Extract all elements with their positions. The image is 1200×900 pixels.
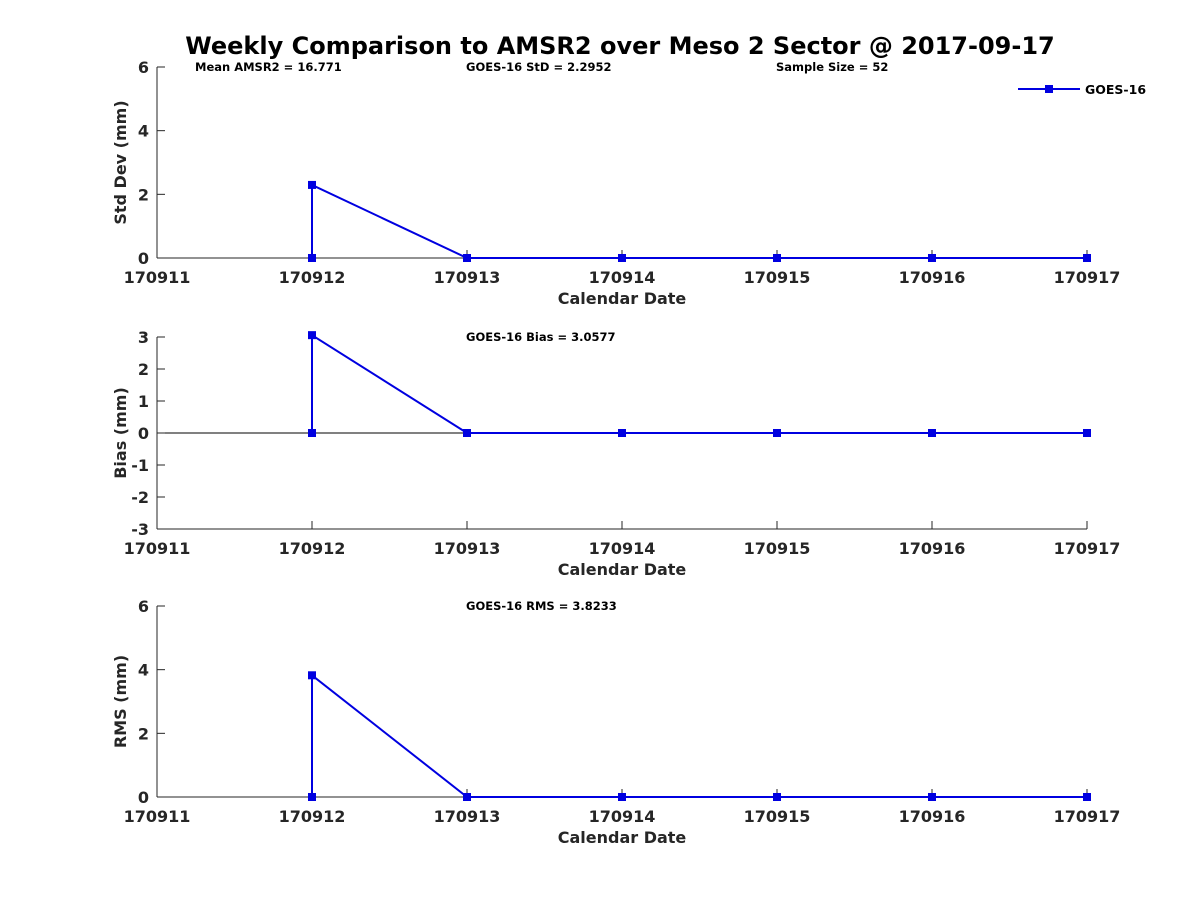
std-dev-panel: 0 2 4 6 170911 170912 170913 170914 170915 170916…: [111, 58, 1146, 308]
x-tick-label: 170911: [124, 807, 191, 826]
x-tick-label: 170911: [124, 539, 191, 558]
data-point: [928, 429, 936, 437]
x-tick-label: 170917: [1054, 268, 1121, 287]
y-tick-label: 0: [138, 424, 149, 443]
data-point: [928, 254, 936, 262]
y-axis-label: RMS (mm): [111, 655, 130, 748]
y-tick-label: 6: [138, 597, 149, 616]
x-tick-label: 170915: [744, 807, 811, 826]
y-axis-label: Std Dev (mm): [111, 100, 130, 224]
data-point: [1083, 429, 1091, 437]
y-tick-label: 0: [138, 249, 149, 268]
data-point: [308, 331, 316, 340]
x-tick-label: 170912: [279, 807, 346, 826]
x-axis-label: Calendar Date: [558, 289, 687, 308]
x-axis-label: Calendar Date: [558, 828, 687, 847]
data-point: [618, 793, 626, 801]
data-point: [1083, 793, 1091, 801]
figure-title: Weekly Comparison to AMSR2 over Meso 2 S…: [185, 32, 1054, 60]
stat-annotation: GOES-16 Bias = 3.0577: [466, 330, 615, 344]
legend-label: GOES-16: [1085, 82, 1146, 97]
data-point: [463, 254, 471, 262]
y-tick-label: 4: [138, 661, 149, 680]
data-point: [308, 671, 316, 680]
x-tick-label: 170914: [589, 807, 656, 826]
stat-annotation: GOES-16 StD = 2.2952: [466, 60, 611, 74]
x-tick-label: 170911: [124, 268, 191, 287]
x-tick-label: 170916: [899, 539, 966, 558]
x-axis-label: Calendar Date: [558, 560, 687, 579]
bias-panel: -3 -2 -1 0 1 2 3 170911 170912 170913 170914 170915…: [111, 328, 1120, 579]
y-tick-label: -1: [131, 456, 149, 475]
data-point: [463, 429, 471, 437]
series-line-goes16: [311, 673, 1087, 798]
legend: GOES-16: [1018, 82, 1146, 97]
x-tick-label: 170916: [899, 268, 966, 287]
y-tick-label: -2: [131, 488, 149, 507]
x-tick-label: 170916: [899, 807, 966, 826]
data-point: [463, 793, 471, 801]
y-tick-label: 0: [138, 788, 149, 807]
y-tick-label: 1: [138, 392, 149, 411]
rms-panel: 0 2 4 6 170911 170912 170913 170914 170915 170916…: [111, 597, 1120, 847]
data-point: [618, 429, 626, 437]
x-tick-label: 170914: [589, 268, 656, 287]
x-tick-label: 170912: [279, 539, 346, 558]
y-tick-label: 6: [138, 58, 149, 77]
y-tick-label: -3: [131, 520, 149, 539]
x-tick-label: 170913: [434, 268, 501, 287]
series-line-goes16: [311, 333, 1087, 434]
data-point: [773, 429, 781, 437]
x-tick-label: 170915: [744, 539, 811, 558]
data-point: [773, 793, 781, 801]
series-line-goes16: [311, 183, 1087, 259]
x-tick-label: 170915: [744, 268, 811, 287]
x-tick-label: 170917: [1054, 539, 1121, 558]
x-tick-label: 170914: [589, 539, 656, 558]
y-tick-label: 3: [138, 328, 149, 347]
data-point: [928, 793, 936, 801]
y-axis-label: Bias (mm): [111, 387, 130, 479]
x-tick-label: 170912: [279, 268, 346, 287]
data-point: [773, 254, 781, 262]
x-tick-label: 170913: [434, 539, 501, 558]
data-point: [1083, 254, 1091, 262]
stat-annotation: Sample Size = 52: [776, 60, 888, 74]
stat-annotation: GOES-16 RMS = 3.8233: [466, 599, 617, 613]
y-tick-label: 2: [138, 185, 149, 204]
y-tick-label: 4: [138, 122, 149, 141]
x-tick-label: 170913: [434, 807, 501, 826]
data-point: [618, 254, 626, 262]
y-tick-label: 2: [138, 724, 149, 743]
data-point: [308, 254, 316, 262]
stat-annotation: Mean AMSR2 = 16.771: [195, 60, 342, 74]
data-point: [308, 429, 316, 437]
data-point: [308, 793, 316, 801]
data-point: [308, 180, 316, 189]
legend-marker-swatch: [1045, 85, 1053, 93]
y-tick-label: 2: [138, 360, 149, 379]
x-tick-label: 170917: [1054, 807, 1121, 826]
